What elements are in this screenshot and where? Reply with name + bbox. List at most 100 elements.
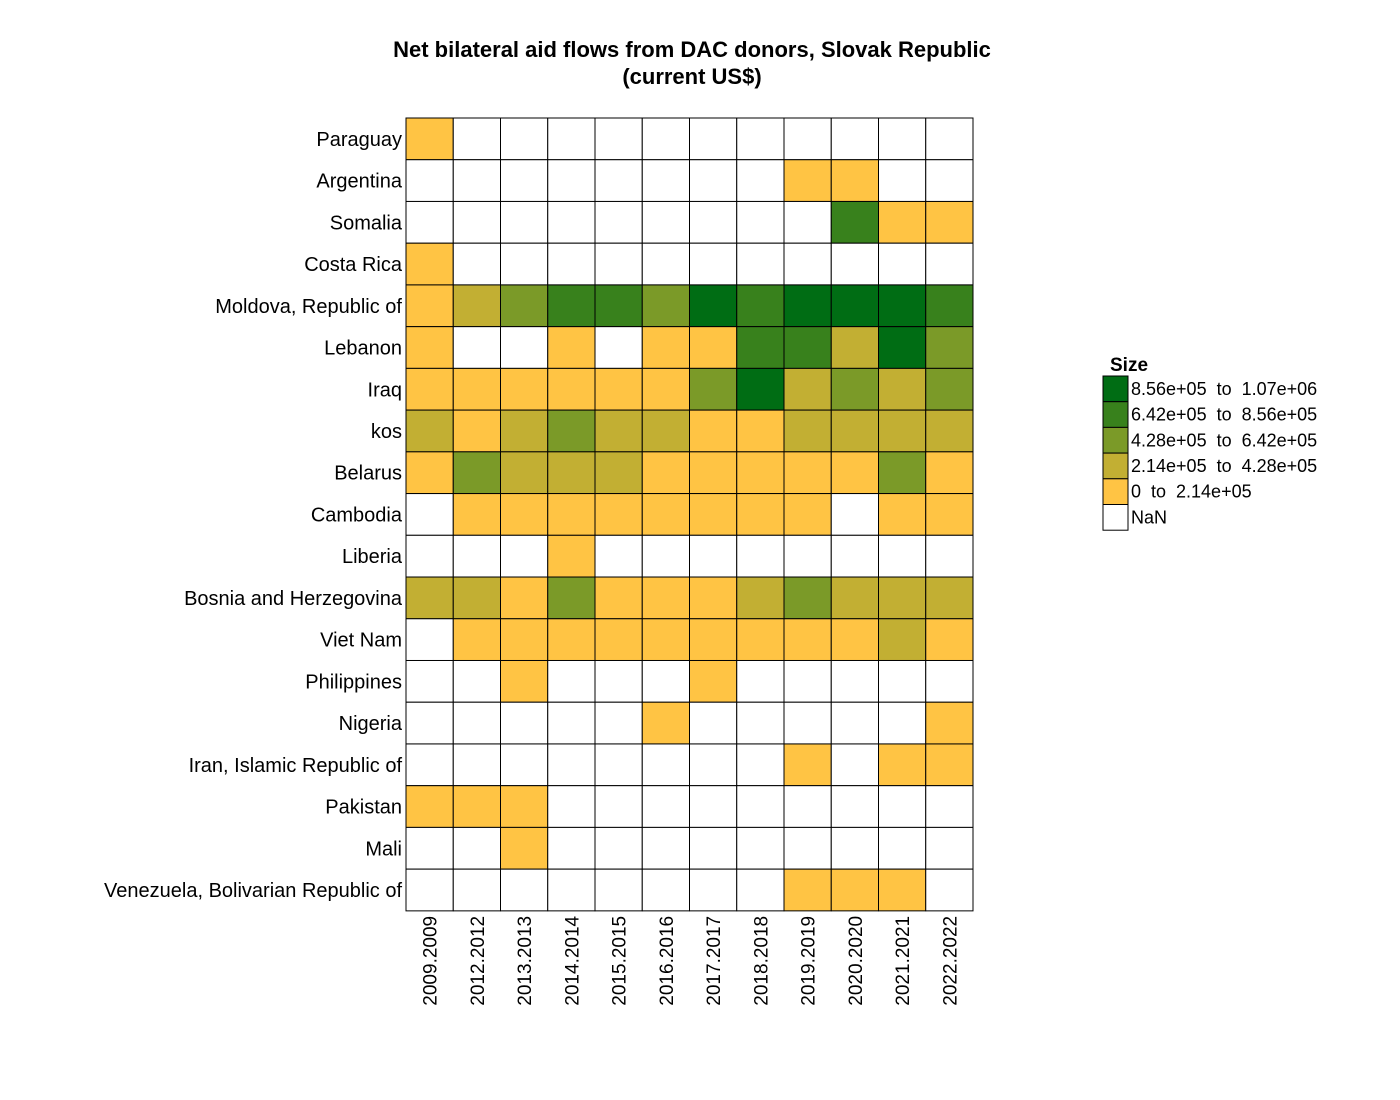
cell-viet-nam-2016 bbox=[641, 618, 690, 661]
cell-argentina-2019 bbox=[783, 159, 832, 202]
cell-nigeria-2022 bbox=[925, 701, 974, 745]
cell-viet-nam-2017 bbox=[689, 618, 738, 661]
legend-label-3: 2.14e+05 to 4.28e+05 bbox=[1131, 456, 1317, 476]
cell-iran-islamic-republic-of-2014 bbox=[547, 743, 596, 787]
cell-moldova-republic-of-2009 bbox=[405, 284, 454, 328]
cell-cambodia-2012 bbox=[452, 493, 501, 536]
cell-kos-2009 bbox=[405, 409, 454, 453]
cell-somalia-2019 bbox=[783, 200, 832, 244]
cell-costa-rica-2012 bbox=[452, 242, 501, 286]
cell-costa-rica-2018 bbox=[736, 242, 785, 286]
cell-costa-rica-2020 bbox=[830, 242, 879, 286]
cell-pakistan-2009 bbox=[405, 785, 454, 828]
cell-lebanon-2015 bbox=[594, 326, 643, 369]
cell-somalia-2022 bbox=[925, 200, 974, 244]
cell-belarus-2014 bbox=[547, 451, 596, 495]
cell-viet-nam-2018 bbox=[736, 618, 785, 661]
cell-belarus-2022 bbox=[925, 451, 974, 495]
cell-nigeria-2021 bbox=[878, 701, 927, 745]
column-label-2014: 2014.2014 bbox=[562, 915, 583, 1005]
cell-philippines-2017 bbox=[689, 659, 738, 703]
legend-label-1: 6.42e+05 to 8.56e+05 bbox=[1131, 405, 1317, 425]
legend-label-2: 4.28e+05 to 6.42e+05 bbox=[1131, 430, 1317, 450]
cell-argentina-2009 bbox=[405, 159, 454, 202]
cell-venezuela-bolivarian-republic-of-2015 bbox=[594, 868, 643, 912]
cell-venezuela-bolivarian-republic-of-2020 bbox=[830, 868, 879, 912]
cell-paraguay-2013 bbox=[500, 117, 549, 161]
row-label-nigeria: Nigeria bbox=[339, 713, 403, 735]
cell-pakistan-2013 bbox=[500, 785, 549, 828]
row-labels: Paraguay Argentina Somalia Costa Rica Moldov… bbox=[104, 129, 403, 902]
cell-pakistan-2018 bbox=[736, 785, 785, 828]
cell-viet-nam-2015 bbox=[594, 618, 643, 661]
cell-costa-rica-2019 bbox=[783, 242, 832, 286]
cell-kos-2016 bbox=[641, 409, 690, 453]
cell-costa-rica-2013 bbox=[500, 242, 549, 286]
cell-pakistan-2014 bbox=[547, 785, 596, 828]
cell-somalia-2021 bbox=[878, 200, 927, 244]
row-label-philippines: Philippines bbox=[305, 671, 402, 693]
cell-somalia-2017 bbox=[689, 200, 738, 244]
cell-costa-rica-2014 bbox=[547, 242, 596, 286]
cell-somalia-2014 bbox=[547, 200, 596, 244]
cell-lebanon-2009 bbox=[405, 326, 454, 369]
cell-belarus-2017 bbox=[689, 451, 738, 495]
cell-philippines-2022 bbox=[925, 659, 974, 703]
cell-lebanon-2019 bbox=[783, 326, 832, 369]
cell-liberia-2012 bbox=[452, 534, 501, 578]
cell-mali-2021 bbox=[878, 826, 927, 870]
cell-moldova-republic-of-2019 bbox=[783, 284, 832, 328]
cell-lebanon-2022 bbox=[925, 326, 974, 369]
cell-mali-2018 bbox=[736, 826, 785, 870]
cell-argentina-2020 bbox=[830, 159, 879, 202]
cell-moldova-republic-of-2012 bbox=[452, 284, 501, 328]
cell-liberia-2022 bbox=[925, 534, 974, 578]
row-label-viet-nam: Viet Nam bbox=[320, 630, 402, 652]
cell-paraguay-2014 bbox=[547, 117, 596, 161]
cell-argentina-2015 bbox=[594, 159, 643, 202]
cell-somalia-2015 bbox=[594, 200, 643, 244]
legend-label-4: 0 to 2.14e+05 bbox=[1131, 482, 1252, 502]
cell-viet-nam-2021 bbox=[878, 618, 927, 661]
cell-costa-rica-2022 bbox=[925, 242, 974, 286]
cell-mali-2022 bbox=[925, 826, 974, 870]
cell-venezuela-bolivarian-republic-of-2013 bbox=[500, 868, 549, 912]
row-label-paraguay: Paraguay bbox=[316, 129, 402, 151]
row-label-lebanon: Lebanon bbox=[324, 338, 402, 360]
column-label-2017: 2017.2017 bbox=[704, 916, 725, 1006]
cell-viet-nam-2020 bbox=[830, 618, 879, 661]
cell-venezuela-bolivarian-republic-of-2017 bbox=[689, 868, 738, 912]
cell-iran-islamic-republic-of-2021 bbox=[878, 743, 927, 787]
cell-iraq-2009 bbox=[405, 367, 454, 411]
cell-cambodia-2021 bbox=[878, 493, 927, 536]
cell-paraguay-2019 bbox=[783, 117, 832, 161]
cell-lebanon-2012 bbox=[452, 326, 501, 369]
cell-pakistan-2017 bbox=[689, 785, 738, 828]
cell-somalia-2012 bbox=[452, 200, 501, 244]
heatmap-cells bbox=[405, 117, 974, 912]
cell-nigeria-2019 bbox=[783, 701, 832, 745]
cell-philippines-2019 bbox=[783, 659, 832, 703]
cell-bosnia-and-herzegovina-2009 bbox=[405, 576, 454, 620]
cell-liberia-2020 bbox=[830, 534, 879, 578]
cell-kos-2012 bbox=[452, 409, 501, 453]
row-label-iraq: Iraq bbox=[368, 379, 402, 401]
row-label-somalia: Somalia bbox=[330, 212, 403, 234]
cell-philippines-2012 bbox=[452, 659, 501, 703]
cell-nigeria-2015 bbox=[594, 701, 643, 745]
cell-cambodia-2020 bbox=[830, 493, 879, 536]
cell-iraq-2018 bbox=[736, 367, 785, 411]
cell-argentina-2017 bbox=[689, 159, 738, 202]
legend-swatch-5 bbox=[1102, 504, 1129, 531]
cell-kos-2021 bbox=[878, 409, 927, 453]
chart-title-line-1: Net bilateral aid flows from DAC donors,… bbox=[393, 37, 991, 62]
cell-nigeria-2013 bbox=[500, 701, 549, 745]
cell-moldova-republic-of-2018 bbox=[736, 284, 785, 328]
cell-bosnia-and-herzegovina-2018 bbox=[736, 576, 785, 620]
cell-philippines-2009 bbox=[405, 659, 454, 703]
column-label-2016: 2016.2016 bbox=[657, 916, 678, 1006]
cell-argentina-2022 bbox=[925, 159, 974, 202]
cell-belarus-2016 bbox=[641, 451, 690, 495]
cell-kos-2018 bbox=[736, 409, 785, 453]
